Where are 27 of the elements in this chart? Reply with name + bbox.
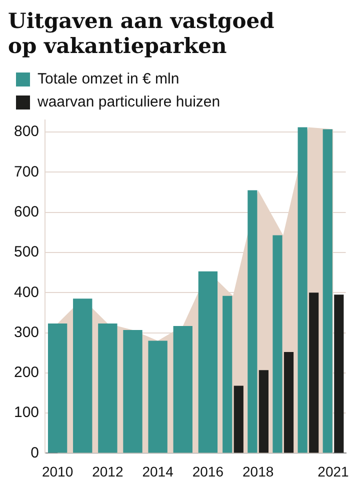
y-tick-label: 200 [14, 364, 40, 382]
bar [48, 324, 68, 453]
y-tick-label: 500 [14, 244, 40, 261]
bar [309, 292, 319, 453]
y-tick-label: 300 [14, 324, 40, 341]
bar [73, 298, 92, 453]
bar [98, 324, 118, 453]
y-tick-label: 700 [14, 163, 40, 180]
bar [234, 386, 244, 453]
legend-label: waarvan particuliere huizen [36, 94, 220, 111]
bar [284, 352, 294, 453]
bar [334, 294, 344, 453]
chart-title: Uitgaven aan vastgoed op vakantieparken [8, 8, 276, 58]
bar [258, 370, 269, 453]
legend-label: Totale omzet in € mln [38, 70, 180, 88]
x-tick-label: 2014 [142, 463, 174, 480]
y-tick-label: 800 [14, 123, 40, 140]
y-tick-label: 100 [14, 404, 40, 422]
x-tick-label: 2018 [242, 463, 274, 480]
y-tick-label: 600 [14, 203, 40, 220]
x-tick-label: 2016 [192, 463, 224, 480]
x-tick-label: 2021 [318, 463, 350, 480]
y-tick-label: 400 [14, 284, 40, 301]
x-tick-label: 2010 [42, 463, 74, 480]
x-tick-label: 2012 [92, 463, 124, 480]
bar [123, 330, 142, 453]
y-tick-label: 0 [30, 444, 40, 462]
